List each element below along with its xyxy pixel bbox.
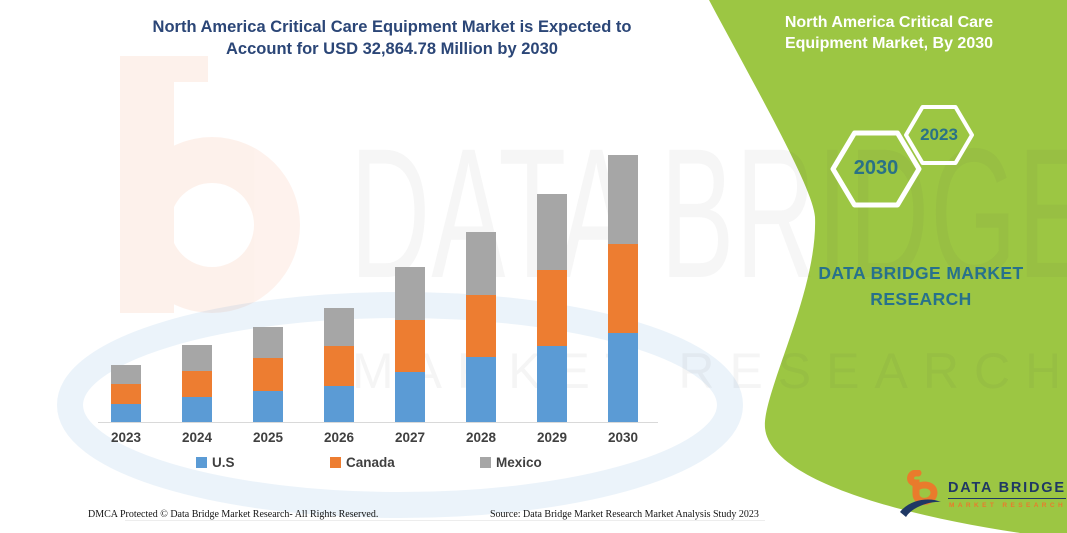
legend-swatch-canada (330, 457, 341, 468)
bar-2025-us (253, 390, 283, 422)
bar-2028-us (466, 357, 496, 422)
bar-2030-canada (608, 244, 638, 334)
x-axis-label-2030: 2030 (607, 430, 639, 445)
brand-wordmark: DATA BRIDGE MARKET RESEARCH (818, 263, 1024, 309)
databridge-logo-icon (900, 470, 941, 517)
bar-2023-mexico (111, 365, 141, 384)
watermark-b-glyph (120, 56, 300, 313)
bar-2026-mexico (324, 307, 354, 346)
chart-title: North America Critical Care Equipment Ma… (92, 16, 692, 60)
bar-2027-us (395, 372, 425, 422)
hexagon-2023 (904, 105, 974, 165)
bar-2029-mexico (537, 194, 567, 271)
bar-2025-mexico (253, 327, 283, 359)
legend-label-us: U.S (212, 455, 235, 470)
legend-label-mexico: Mexico (496, 455, 542, 470)
x-axis-label-2023: 2023 (110, 430, 142, 445)
footer-divider (125, 520, 765, 521)
x-axis-label-2024: 2024 (181, 430, 213, 445)
bar-2024-mexico (182, 345, 212, 371)
bar-2023-canada (111, 384, 141, 404)
x-axis-label-2026: 2026 (323, 430, 355, 445)
legend-swatch-mexico (480, 457, 491, 468)
footer-dmca-text: DMCA Protected © Data Bridge Market Rese… (88, 509, 379, 520)
bar-2030-mexico (608, 155, 638, 245)
footer-source-text: Source: Data Bridge Market Research Mark… (490, 509, 759, 520)
bar-2025-canada (253, 358, 283, 391)
legend-label-canada: Canada (346, 455, 395, 470)
hexagon-2030-label: 2030 (853, 157, 899, 179)
bar-2023-us (111, 404, 141, 422)
x-axis-label-2027: 2027 (394, 430, 426, 445)
bar-2024-canada (182, 370, 212, 397)
side-panel-title: North America Critical Care Equipment Ma… (784, 14, 994, 52)
x-axis-label-2029: 2029 (536, 430, 568, 445)
chart-title-line1: North America Critical Care Equipment Ma… (152, 18, 632, 36)
x-axis-label-2028: 2028 (465, 430, 497, 445)
logo-name-text: DATA BRIDGE (948, 480, 1066, 499)
x-axis-label-2025: 2025 (252, 430, 284, 445)
chart-title-line2: Account for USD 32,864.78 Million by 203… (226, 40, 558, 58)
bar-2030-us (608, 333, 638, 422)
bar-2029-us (537, 346, 567, 422)
bar-2024-us (182, 396, 212, 422)
bar-2026-us (324, 385, 354, 422)
green-panel-shape (709, 0, 1067, 533)
bar-2028-canada (466, 295, 496, 358)
bar-2028-mexico (466, 232, 496, 296)
bar-2026-canada (324, 345, 354, 386)
x-axis-line (98, 422, 658, 423)
bar-2027-canada (395, 320, 425, 373)
hexagon-2023-label: 2023 (920, 125, 958, 144)
bar-2029-canada (537, 270, 567, 347)
legend-swatch-us (196, 457, 207, 468)
logo-sub-text: MARKET RESEARCH (949, 502, 1067, 509)
hexagon-2030 (830, 130, 922, 208)
databridge-logo: DATA BRIDGE MARKET RESEARCH (898, 468, 1066, 524)
bar-2027-mexico (395, 267, 425, 321)
